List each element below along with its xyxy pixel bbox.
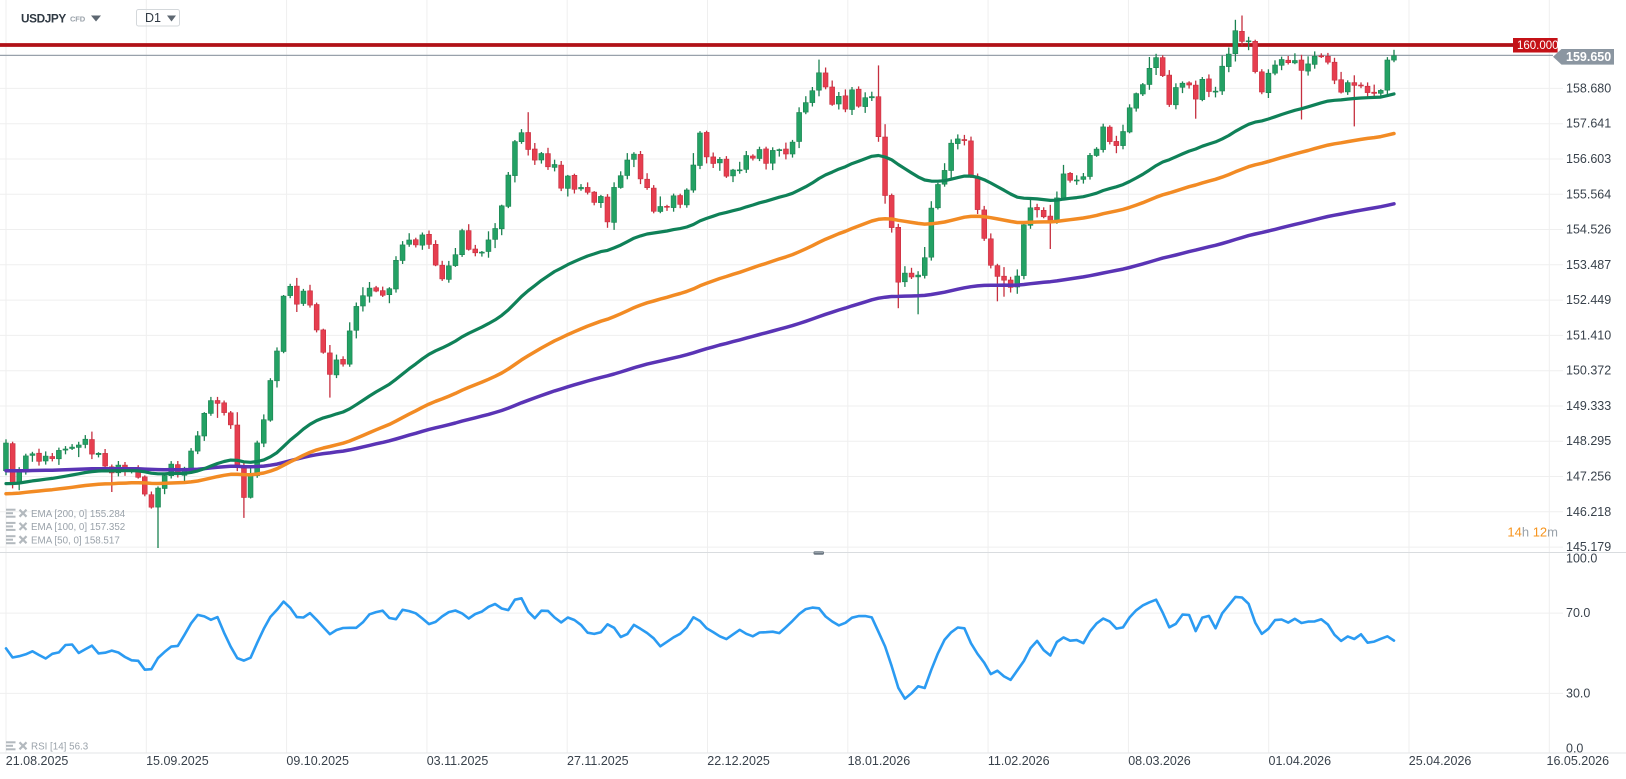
svg-text:146.218: 146.218 [1566,505,1611,519]
svg-text:154.526: 154.526 [1566,223,1611,237]
svg-text:27.11.2025: 27.11.2025 [567,754,629,768]
svg-text:160.000: 160.000 [1517,40,1559,52]
svg-text:149.333: 149.333 [1566,399,1611,413]
svg-text:11.02.2026: 11.02.2026 [988,754,1050,768]
svg-text:30.0: 30.0 [1566,686,1590,700]
svg-text:152.449: 152.449 [1566,293,1611,307]
svg-text:RSI [14] 56.3: RSI [14] 56.3 [31,741,89,752]
svg-text:151.410: 151.410 [1566,328,1611,342]
svg-text:150.372: 150.372 [1566,364,1611,378]
svg-text:01.04.2026: 01.04.2026 [1269,754,1332,768]
svg-text:USDJPY: USDJPY [21,12,66,26]
svg-text:08.03.2026: 08.03.2026 [1128,754,1191,768]
svg-text:18.01.2026: 18.01.2026 [848,754,911,768]
svg-text:155.564: 155.564 [1566,187,1611,201]
svg-text:CFD: CFD [70,15,86,24]
svg-text:153.487: 153.487 [1566,258,1611,272]
svg-text:09.10.2025: 09.10.2025 [286,754,349,768]
svg-text:21.08.2025: 21.08.2025 [6,754,69,768]
svg-text:25.04.2026: 25.04.2026 [1409,754,1472,768]
svg-text:16.05.2026: 16.05.2026 [1547,754,1610,768]
svg-text:100.0: 100.0 [1566,552,1597,566]
svg-text:EMA [100, 0] 157.352: EMA [100, 0] 157.352 [31,522,125,533]
svg-text:148.295: 148.295 [1566,434,1611,448]
svg-text:EMA [50, 0] 158.517: EMA [50, 0] 158.517 [31,535,120,546]
svg-text:EMA [200, 0] 155.284: EMA [200, 0] 155.284 [31,509,126,520]
svg-text:159.650: 159.650 [1566,50,1611,64]
svg-text:145.179: 145.179 [1566,540,1611,554]
svg-text:156.603: 156.603 [1566,152,1611,166]
svg-text:70.0: 70.0 [1566,606,1590,620]
svg-text:D1: D1 [145,11,161,25]
svg-text:0.0: 0.0 [1566,742,1583,756]
svg-text:147.256: 147.256 [1566,470,1611,484]
svg-text:15.09.2025: 15.09.2025 [146,754,209,768]
svg-text:03.11.2025: 03.11.2025 [427,754,489,768]
svg-text:22.12.2025: 22.12.2025 [707,754,770,768]
svg-text:14h 12m: 14h 12m [1507,525,1558,540]
svg-text:158.680: 158.680 [1566,81,1611,95]
svg-text:157.641: 157.641 [1566,117,1611,131]
